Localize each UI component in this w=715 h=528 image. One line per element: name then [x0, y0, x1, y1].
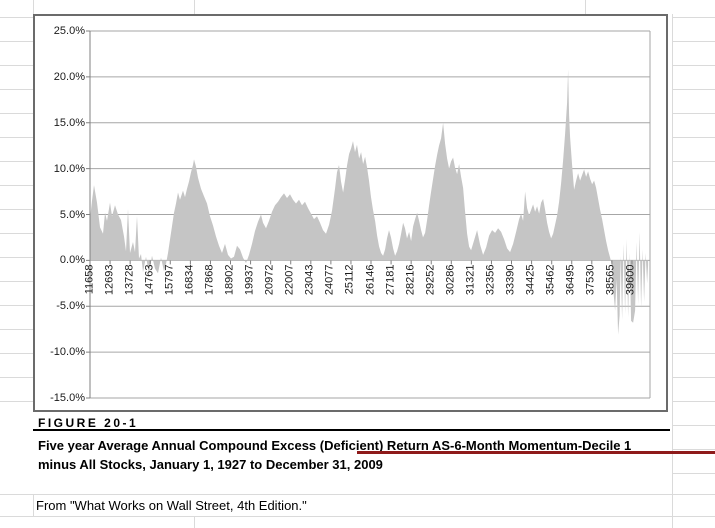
x-axis-label: 11658 [83, 264, 95, 295]
sheet-gridline [0, 401, 33, 402]
sheet-gridline [672, 449, 715, 450]
x-axis-label: 28216 [404, 264, 417, 295]
sheet-gridline [0, 516, 715, 517]
x-axis-label: 36495 [564, 264, 577, 295]
sheet-gridline [672, 473, 715, 474]
x-axis-label: 14763 [143, 264, 156, 295]
sheet-gridline [672, 89, 715, 90]
sheet-gridline [672, 329, 715, 330]
x-axis-label: 27181 [384, 264, 397, 295]
sheet-gridline [0, 377, 33, 378]
source-note: From "What Works on Wall Street, 4th Edi… [36, 498, 307, 513]
x-axis-label: 39600 [624, 264, 637, 295]
sheet-gridline [672, 185, 715, 186]
figure-caption-line2: minus All Stocks, January 1, 1927 to Dec… [38, 457, 383, 472]
sheet-gridline [33, 0, 34, 14]
y-axis-label: 0.0% [59, 254, 85, 267]
sheet-gridline [672, 401, 715, 402]
y-axis-label: 20.0% [53, 70, 85, 83]
sheet-gridline [0, 185, 33, 186]
sheet-gridline [0, 41, 33, 42]
figure-divider-rule [33, 429, 670, 431]
sheet-gridline [0, 281, 33, 282]
sheet-gridline [672, 161, 715, 162]
x-axis-label: 29252 [424, 264, 437, 295]
sheet-gridline [672, 425, 715, 426]
sheet-gridline [0, 233, 33, 234]
sheet-gridline [0, 161, 33, 162]
x-axis-label: 33390 [504, 264, 517, 295]
x-axis-label: 26146 [364, 264, 376, 295]
sheet-gridline [33, 494, 34, 517]
x-axis-label: 19937 [243, 264, 256, 295]
x-axis-label: 32356 [484, 264, 497, 295]
sheet-gridline [194, 516, 195, 528]
sheet-gridline [672, 209, 715, 210]
x-axis-label: 18902 [223, 264, 236, 295]
sheet-gridline [672, 137, 715, 138]
sheet-gridline [585, 0, 586, 14]
x-axis-label: 38565 [604, 264, 617, 295]
sheet-gridline [0, 494, 715, 495]
y-axis-label: 15.0% [53, 116, 85, 129]
sheet-gridline [672, 305, 715, 306]
sheet-gridline [0, 209, 33, 210]
sheet-gridline [0, 257, 33, 258]
x-axis-label: 15797 [163, 264, 176, 295]
figure-caption-line1: Five year Average Annual Compound Excess… [38, 438, 632, 453]
sheet-gridline [0, 305, 33, 306]
y-axis-label: -5.0% [56, 300, 85, 313]
sheet-gridline [672, 377, 715, 378]
sheet-gridline [672, 113, 715, 114]
sheet-gridline [672, 17, 715, 18]
x-axis-label: 25112 [343, 264, 356, 295]
sheet-gridline [0, 89, 33, 90]
sheet-gridline [672, 14, 673, 528]
y-axis-label: -15.0% [50, 392, 85, 404]
sheet-gridline [672, 65, 715, 66]
sheet-gridline [672, 281, 715, 282]
sheet-gridline [0, 137, 33, 138]
x-axis-label: 37530 [584, 264, 597, 295]
x-axis-label: 23043 [303, 264, 316, 295]
x-axis-label: 20972 [263, 264, 276, 295]
sheet-gridline [0, 113, 33, 114]
x-axis-label: 24077 [323, 264, 336, 295]
y-axis-label: 10.0% [53, 162, 85, 175]
sheet-gridline [672, 233, 715, 234]
sheet-gridline [672, 257, 715, 258]
x-axis-label: 16834 [183, 264, 196, 295]
area-series [90, 69, 649, 335]
x-axis-label: 13728 [123, 264, 136, 295]
sheet-gridline [194, 0, 195, 14]
x-axis-label: 12693 [103, 264, 116, 295]
sheet-gridline [0, 353, 33, 354]
x-axis-label: 22007 [283, 264, 296, 295]
area-chart-svg [86, 30, 651, 399]
y-axis-label: -10.0% [50, 346, 85, 359]
x-axis-label: 34425 [524, 264, 537, 295]
sheet-gridline [0, 65, 33, 66]
sheet-gridline [672, 353, 715, 354]
y-axis-label: 25.0% [53, 25, 85, 37]
red-underline-rule [357, 451, 715, 454]
chart-frame[interactable]: 25.0% 20.0% 15.0% 10.0% 5.0% 0.0% -5.0% -10.0% -… [33, 14, 668, 412]
x-axis-label: 17868 [203, 264, 216, 295]
sheet-gridline [0, 329, 33, 330]
x-axis-label: 35462 [544, 264, 557, 295]
y-axis-label: 5.0% [59, 208, 85, 221]
x-axis-label: 31321 [464, 264, 477, 295]
figure-label: FIGURE 20-1 [38, 416, 139, 430]
sheet-gridline [672, 41, 715, 42]
sheet-gridline [0, 17, 33, 18]
x-axis-label: 30286 [444, 264, 457, 295]
